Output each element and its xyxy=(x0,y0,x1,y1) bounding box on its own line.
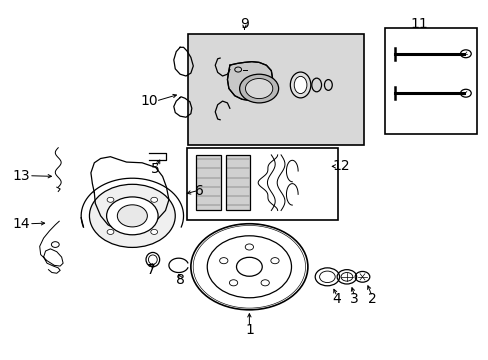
Ellipse shape xyxy=(294,76,306,94)
Text: 11: 11 xyxy=(409,17,427,31)
Circle shape xyxy=(107,197,114,202)
Circle shape xyxy=(117,205,147,227)
Text: 9: 9 xyxy=(240,17,248,31)
Text: 1: 1 xyxy=(244,323,253,337)
Text: 10: 10 xyxy=(141,94,158,108)
Polygon shape xyxy=(227,62,272,100)
Text: 6: 6 xyxy=(195,184,203,198)
Circle shape xyxy=(261,280,269,286)
Circle shape xyxy=(106,197,158,235)
Circle shape xyxy=(270,258,279,264)
Text: 7: 7 xyxy=(146,264,155,277)
Text: 13: 13 xyxy=(12,169,30,183)
Polygon shape xyxy=(225,155,250,211)
Text: 2: 2 xyxy=(367,292,376,306)
Text: 12: 12 xyxy=(331,159,349,174)
Text: 14: 14 xyxy=(12,217,30,231)
Circle shape xyxy=(89,184,175,247)
Circle shape xyxy=(239,74,278,103)
Ellipse shape xyxy=(290,72,310,98)
Circle shape xyxy=(150,197,157,202)
Text: 8: 8 xyxy=(175,273,184,287)
Circle shape xyxy=(150,229,157,234)
Bar xyxy=(384,28,476,134)
Polygon shape xyxy=(195,155,221,211)
Circle shape xyxy=(244,244,253,250)
Circle shape xyxy=(107,229,114,234)
Circle shape xyxy=(236,257,262,276)
Text: 3: 3 xyxy=(349,292,358,306)
Text: 4: 4 xyxy=(332,292,341,306)
Text: 5: 5 xyxy=(151,162,160,176)
Bar xyxy=(186,148,337,220)
Circle shape xyxy=(219,258,227,264)
Circle shape xyxy=(245,78,272,99)
Circle shape xyxy=(229,280,237,286)
Bar xyxy=(188,34,363,145)
